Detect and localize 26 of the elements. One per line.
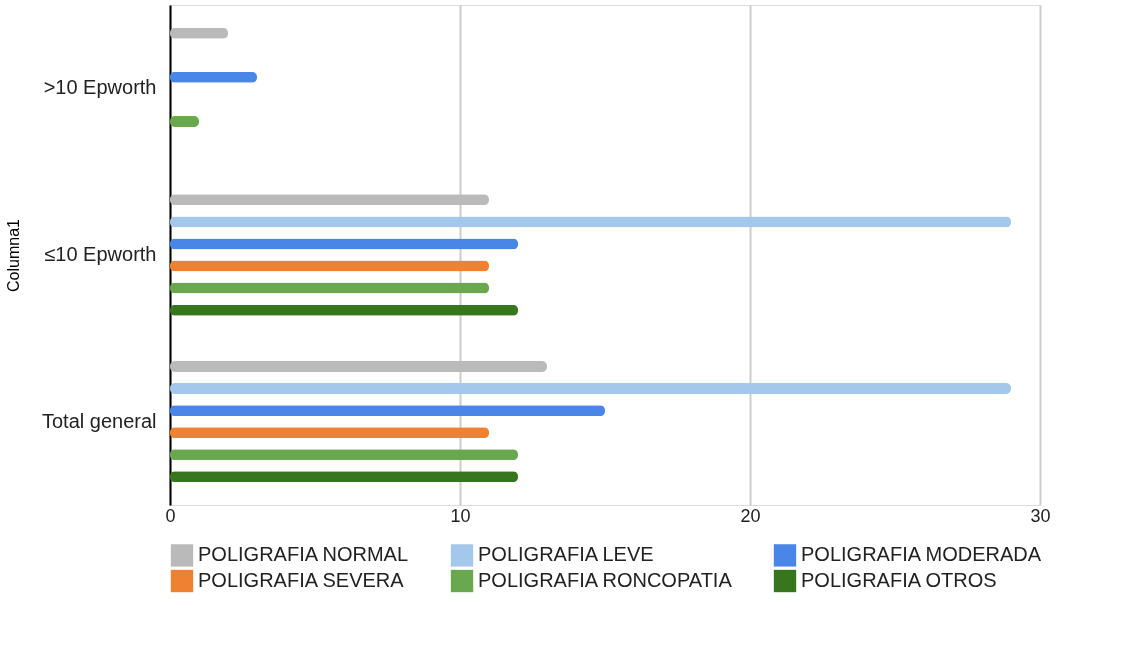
bar (170, 238, 518, 250)
bar (170, 216, 1011, 228)
legend-label: POLIGRAFIA OTROS (801, 569, 997, 591)
legend-label: POLIGRAFIA MODERADA (801, 543, 1042, 566)
x-tick-label: 10 (450, 505, 471, 526)
x-tick-label: 20 (740, 505, 761, 526)
bar (170, 260, 489, 272)
legend-label: POLIGRAFIA LEVE (478, 543, 654, 566)
legend-label: POLIGRAFIA SEVERA (198, 569, 405, 591)
bar (170, 405, 605, 417)
y-tick-label: Total general (41, 409, 157, 432)
legend-label: POLIGRAFIA RONCOPATIA (478, 569, 733, 591)
x-tick-label: 30 (1030, 505, 1051, 526)
bar (170, 361, 547, 373)
y-tick-label: >10 Epworth (43, 76, 157, 99)
y-axis-title: Columna1 (4, 218, 22, 292)
bar (170, 282, 489, 294)
bar (170, 449, 518, 461)
y-tick-label: ≤10 Epworth (44, 243, 157, 265)
bar (170, 194, 489, 206)
bar (170, 427, 489, 439)
bar (170, 383, 1011, 395)
bar (170, 471, 518, 483)
legend-label: POLIGRAFIA NORMAL (198, 543, 409, 566)
x-tick-label: 0 (165, 505, 176, 526)
bar (170, 304, 518, 316)
